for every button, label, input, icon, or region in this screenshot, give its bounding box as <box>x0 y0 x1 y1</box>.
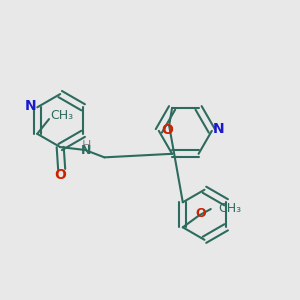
Text: O: O <box>162 123 174 137</box>
Text: N: N <box>81 144 91 157</box>
Text: N: N <box>212 122 224 136</box>
Text: O: O <box>55 168 66 182</box>
Text: N: N <box>25 99 37 113</box>
Text: H: H <box>81 139 91 152</box>
Text: CH₃: CH₃ <box>218 202 241 215</box>
Text: CH₃: CH₃ <box>50 109 74 122</box>
Text: O: O <box>195 207 206 220</box>
